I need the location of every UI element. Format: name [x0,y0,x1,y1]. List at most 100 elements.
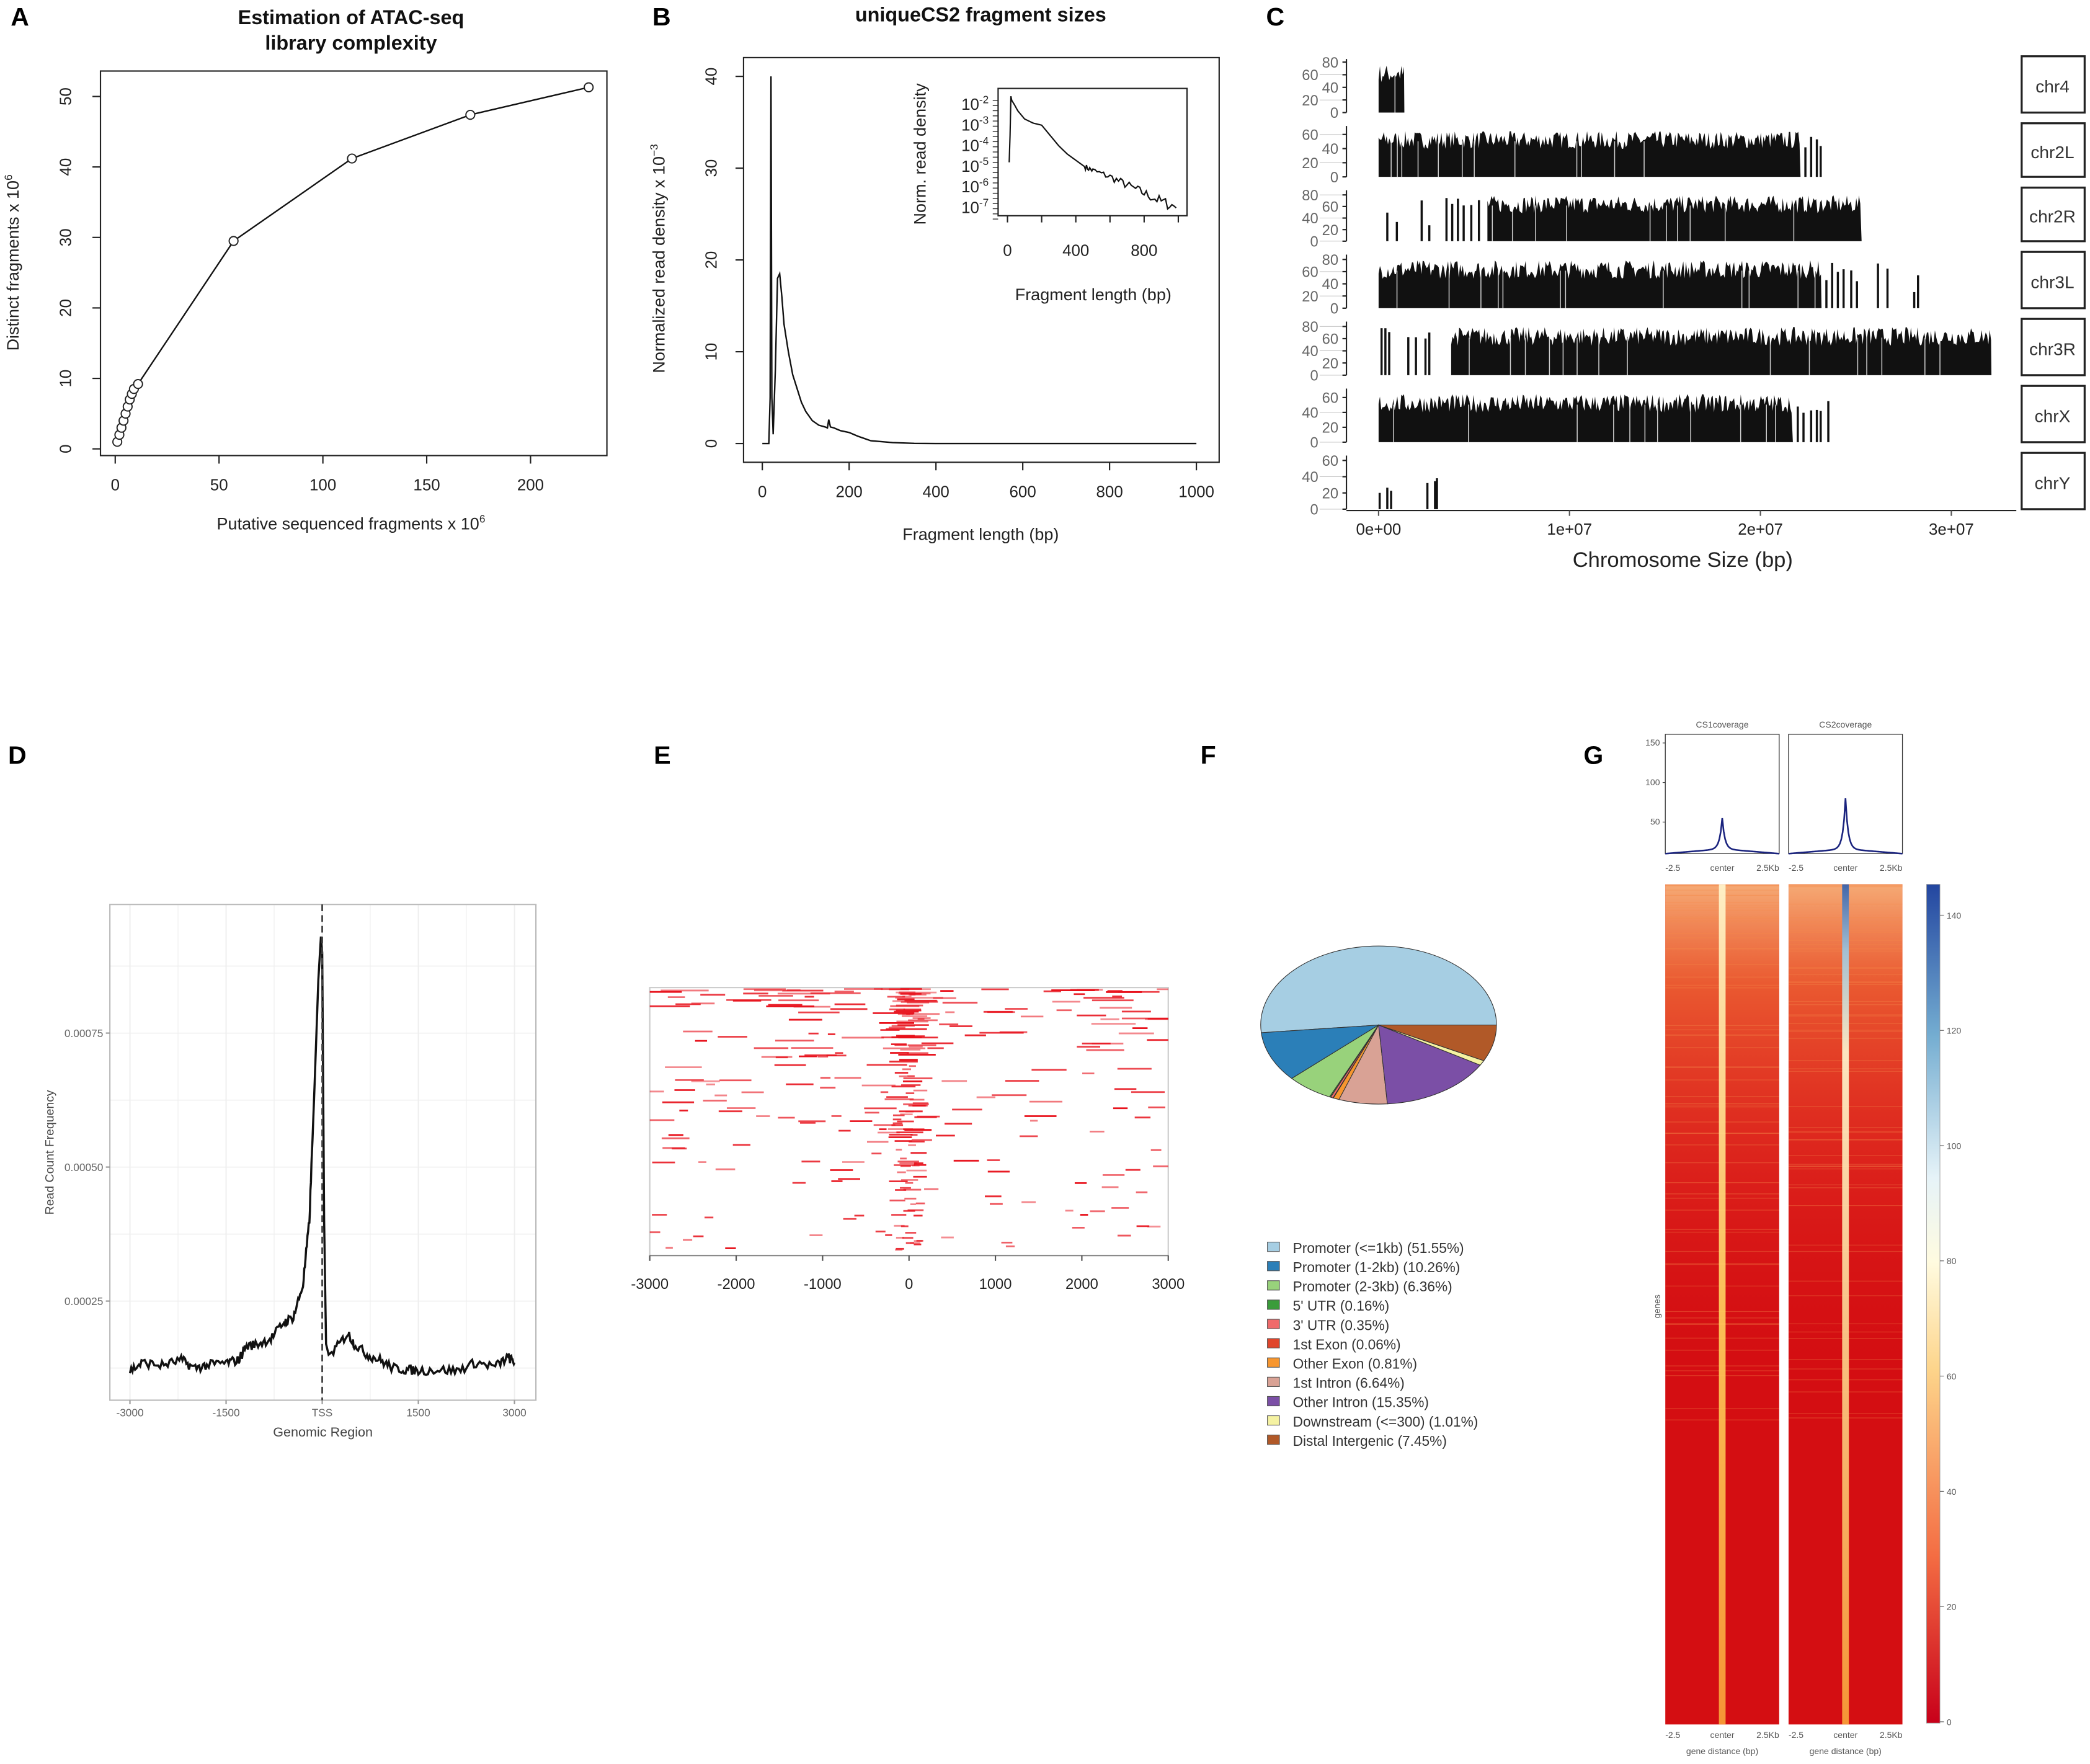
y-tick-label: 60 [1302,67,1318,84]
legend-swatch [1267,1280,1280,1291]
strip-label-box [2021,318,2086,376]
data-point [133,379,143,390]
y-tick-label: 80 [1302,187,1318,204]
coverage-bars [1378,260,1822,308]
profile-x-tick-label: -2.5 [1789,863,1803,873]
x-tick-label: 800 [1096,483,1123,501]
coverage-bar [1825,280,1828,308]
panel-d-tss-profile: Genomic Region Read Count Frequency -300… [43,904,537,1440]
x-tick-label: 1e+07 [1547,521,1592,538]
data-point [228,236,239,246]
coverage-bar [1886,269,1889,308]
profile-x-tick-label: 2.5Kb [1756,863,1779,873]
tick-base: 10 [961,199,979,216]
tick-base: 10 [961,138,979,155]
y-tick-label: 0.00075 [64,1027,103,1040]
panel-label-c: C [1266,2,1284,31]
coverage-bar [1815,139,1818,177]
tick-exponent: -4 [979,135,989,147]
x-tick-label: 150 [413,477,440,494]
coverage-bar [1856,281,1858,308]
pie-slice [1378,1025,1497,1061]
x-tick-label: 100 [309,477,336,494]
coverage-bars [1378,131,1801,177]
panel-c-chromosome-coverage: Chromosome Size (bp) 0e+00 1e+07 2e+07 3e+0… [1302,55,2086,572]
coverage-bar [1802,412,1805,442]
panel-f-annotation-pie: Promoter (<=1kb) (51.55%) Promoter (1-2kb… [1260,945,1497,1449]
y-tick-label: 20 [1322,355,1338,372]
coverage-bars [1378,394,1793,442]
profile-y-tick-label: 100 [1645,777,1660,787]
tick-base: 10 [961,96,979,114]
x-tick-label: TSS [312,1406,333,1419]
legend-label: Downstream (<=300) (1.01%) [1293,1414,1479,1430]
profile-x-tick-label: -2.5 [1665,863,1680,873]
heatmap-x-tick-label: center [1833,1730,1857,1740]
coverage-bar [1428,332,1431,375]
y-tick-label: 20 [1322,222,1338,239]
coverage-bar [1815,409,1818,442]
y-tick-label: 40 [1302,343,1318,360]
y-tick-label: 50 [57,87,74,105]
chart-d-xlabel: Genomic Region [273,1424,373,1440]
y-tick-label: 30 [703,159,721,177]
pie-slice [1378,1024,1481,1105]
x-tick-label: 200 [836,483,863,501]
coverage-bar [1436,478,1438,509]
tick-exponent: -2 [979,93,989,105]
strip-label-box [2021,251,2086,310]
chart-b-inset-box [997,87,1188,216]
strip-label-box [2021,385,2086,443]
profile-box [1665,734,1780,854]
y-tick-label: 0 [1310,435,1318,452]
legend-swatch [1267,1338,1280,1348]
coverage-bar [1426,483,1429,509]
y-tick-label: 0 [1330,301,1338,318]
y-tick-label: 40 [1322,141,1338,158]
profile-x-tick-label: center [1833,863,1857,873]
coverage-bars [1451,327,1992,375]
legend-swatch [1267,1299,1280,1310]
inset-x-tick-label: 800 [1131,243,1157,260]
x-tick-label: 0 [905,1276,913,1293]
strip-label-box [2021,122,2086,178]
y-tick-label: 10 [57,370,74,388]
colorbar-tick-label: 20 [1947,1602,1957,1612]
y-tick-label: 0 [703,439,721,448]
coverage-bar [1820,411,1822,442]
y-tick-label: 60 [1322,199,1338,216]
heatmap-x-tick-label: center [1710,1730,1735,1740]
inset-density-line [1008,96,1177,210]
coverage-bar [1917,275,1919,308]
strip-label-chr3R: chr3R [2029,339,2076,359]
coverage-track-chr3L [1378,260,1919,308]
sample-title: CS2coverage [1819,719,1872,729]
inset-y-tick-label: 10-2 [961,93,989,114]
coverage-bar [1386,488,1389,509]
y-tick-label: 0.00050 [64,1161,103,1174]
coverage-bar [1810,136,1813,177]
strip-label-chr3L: chr3L [2030,272,2074,292]
coverage-bar [1797,406,1799,442]
x-tick-label: -1000 [804,1276,842,1293]
legend-swatch [1267,1376,1280,1387]
legend-swatch [1267,1319,1280,1329]
colorbar-tick-label: 140 [1947,911,1962,920]
colorbar-tick-label: 40 [1947,1487,1957,1497]
y-tick-label: 0 [1330,169,1338,186]
coverage-bar [1386,212,1389,241]
legend-label: Other Intron (15.35%) [1293,1394,1429,1410]
legend-label: Promoter (<=1kb) (51.55%) [1293,1240,1464,1256]
heatmap-xlabel: gene distance (bp) [1810,1746,1882,1756]
panel-label-g: G [1583,741,1603,769]
x-tick-label: 600 [1010,483,1036,501]
y-tick-label: 20 [1322,485,1338,502]
y-tick-label: 60 [1322,331,1338,348]
tick-exponent: -3 [979,114,989,127]
tick-base: 10 [961,179,979,196]
x-tick-label: 2e+07 [1738,521,1783,538]
tick-exponent: -5 [979,155,989,167]
coverage-bar [1804,147,1807,177]
y-tick-label: 0 [57,444,74,453]
coverage-bar [1836,272,1839,308]
